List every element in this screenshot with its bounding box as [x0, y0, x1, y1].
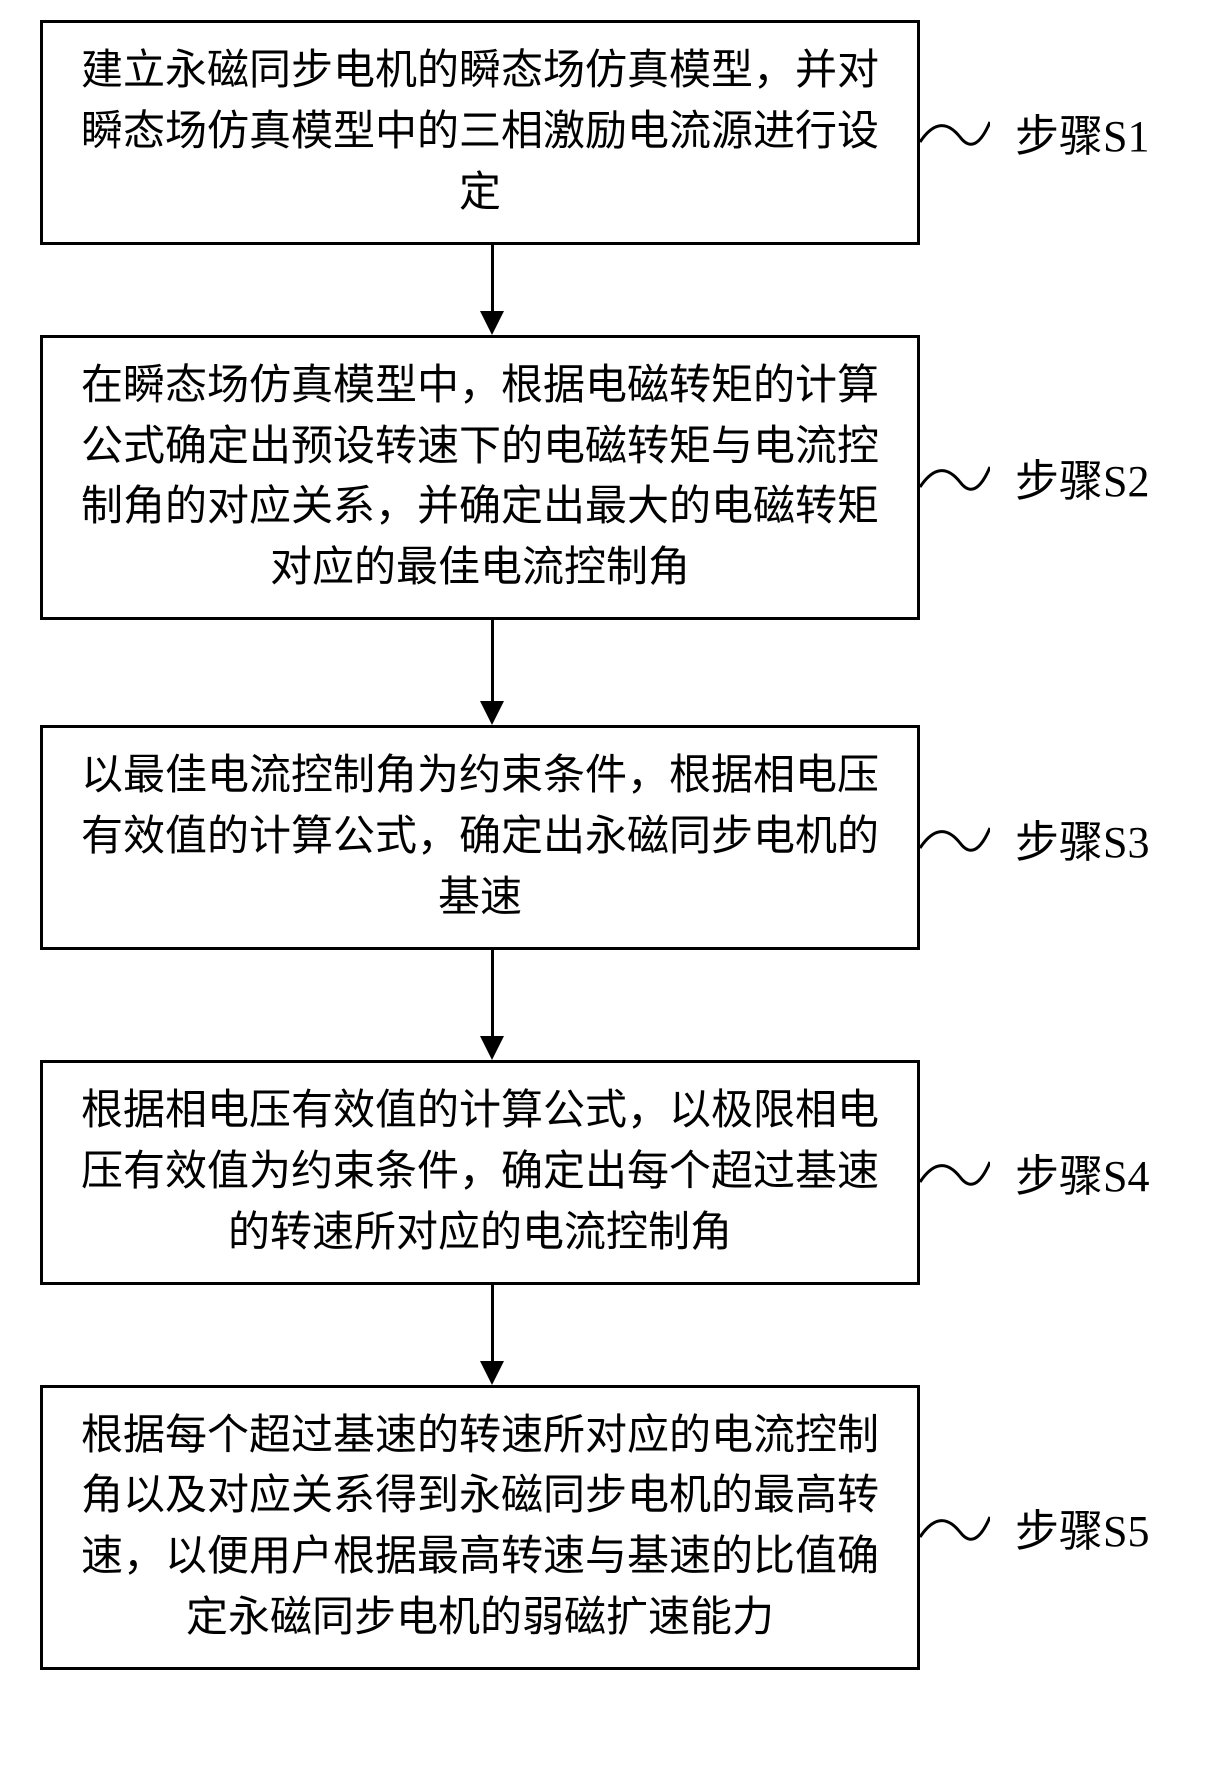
step-text: 在瞬态场仿真模型中，根据电磁转矩的计算公式确定出预设转速下的电磁转矩与电流控制角… [81, 363, 879, 592]
step-label: 步骤S5 [1015, 1495, 1149, 1559]
step-row-1: 建立永磁同步电机的瞬态场仿真模型，并对瞬态场仿真模型中的三相激励电流源进行设定 … [10, 20, 1218, 245]
step-row-4: 根据相电压有效值的计算公式，以极限相电压有效值为约束条件，确定出每个超过基速的转… [10, 1060, 1218, 1285]
connector-curve-icon [920, 808, 990, 868]
arrow-4 [480, 1285, 504, 1385]
step-box-s5: 根据每个超过基速的转速所对应的电流控制角以及对应关系得到永磁同步电机的最高转速，… [40, 1385, 920, 1671]
connector-s4: 步骤S4 [920, 1140, 1149, 1204]
connector-curve-icon [920, 102, 990, 162]
arrow-line [491, 620, 494, 701]
flowchart-container: 建立永磁同步电机的瞬态场仿真模型，并对瞬态场仿真模型中的三相激励电流源进行设定 … [10, 20, 1218, 1670]
arrow-head-icon [480, 311, 504, 335]
arrow-line [491, 1285, 494, 1361]
step-text: 建立永磁同步电机的瞬态场仿真模型，并对瞬态场仿真模型中的三相激励电流源进行设定 [81, 48, 879, 216]
step-text: 以最佳电流控制角为约束条件，根据相电压有效值的计算公式，确定出永磁同步电机的基速 [81, 753, 879, 921]
step-text: 根据相电压有效值的计算公式，以极限相电压有效值为约束条件，确定出每个超过基速的转… [81, 1088, 879, 1256]
step-row-2: 在瞬态场仿真模型中，根据电磁转矩的计算公式确定出预设转速下的电磁转矩与电流控制角… [10, 335, 1218, 621]
step-row-3: 以最佳电流控制角为约束条件，根据相电压有效值的计算公式，确定出永磁同步电机的基速… [10, 725, 1218, 950]
arrow-head-icon [480, 1036, 504, 1060]
connector-curve-icon [920, 447, 990, 507]
step-label: 步骤S1 [1015, 100, 1149, 164]
connector-s5: 步骤S5 [920, 1495, 1149, 1559]
connector-curve-icon [920, 1142, 990, 1202]
connector-s1: 步骤S1 [920, 100, 1149, 164]
step-box-s1: 建立永磁同步电机的瞬态场仿真模型，并对瞬态场仿真模型中的三相激励电流源进行设定 [40, 20, 920, 245]
step-row-5: 根据每个超过基速的转速所对应的电流控制角以及对应关系得到永磁同步电机的最高转速，… [10, 1385, 1218, 1671]
arrow-3 [480, 950, 504, 1060]
connector-s3: 步骤S3 [920, 806, 1149, 870]
step-box-s3: 以最佳电流控制角为约束条件，根据相电压有效值的计算公式，确定出永磁同步电机的基速 [40, 725, 920, 950]
step-box-s2: 在瞬态场仿真模型中，根据电磁转矩的计算公式确定出预设转速下的电磁转矩与电流控制角… [40, 335, 920, 621]
step-text: 根据每个超过基速的转速所对应的电流控制角以及对应关系得到永磁同步电机的最高转速，… [81, 1413, 879, 1642]
arrow-head-icon [480, 701, 504, 725]
connector-curve-icon [920, 1497, 990, 1557]
step-label: 步骤S2 [1015, 445, 1149, 509]
step-label: 步骤S3 [1015, 806, 1149, 870]
connector-s2: 步骤S2 [920, 445, 1149, 509]
step-box-s4: 根据相电压有效值的计算公式，以极限相电压有效值为约束条件，确定出每个超过基速的转… [40, 1060, 920, 1285]
arrow-line [491, 245, 494, 311]
arrow-head-icon [480, 1361, 504, 1385]
arrow-line [491, 950, 494, 1036]
arrow-1 [480, 245, 504, 335]
arrow-2 [480, 620, 504, 725]
step-label: 步骤S4 [1015, 1140, 1149, 1204]
